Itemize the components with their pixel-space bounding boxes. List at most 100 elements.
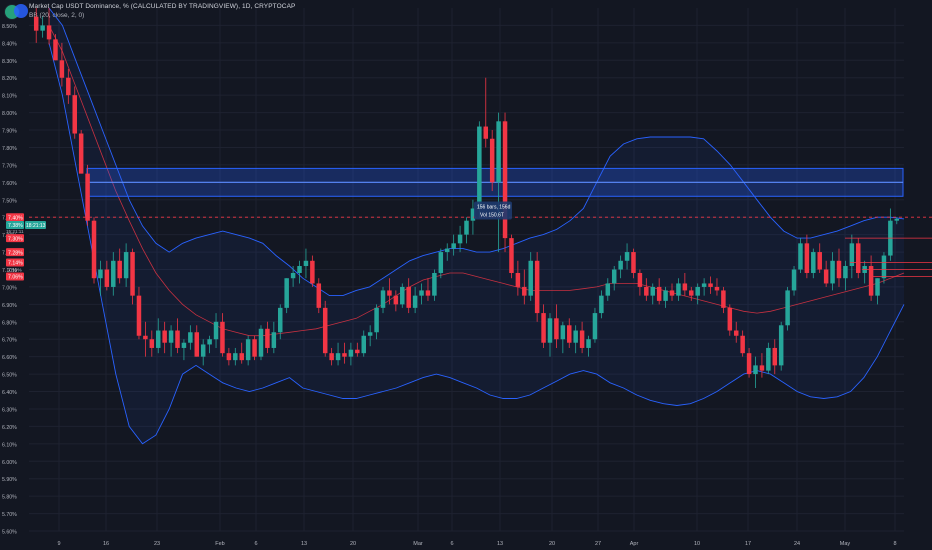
last-price-tag-bg bbox=[6, 221, 24, 230]
candle-body bbox=[342, 353, 347, 357]
candle-body bbox=[541, 313, 546, 343]
x-tick-label: 13 bbox=[497, 541, 503, 547]
candle-body bbox=[637, 272, 643, 287]
candle-body bbox=[836, 260, 842, 279]
basis-line bbox=[48, 25, 905, 337]
candle-body bbox=[759, 365, 765, 371]
y-tick-label: 6.60% bbox=[2, 355, 17, 361]
tooltip-bg bbox=[474, 201, 512, 220]
y-tick-label: 8.30% bbox=[2, 59, 17, 65]
supply-zone bbox=[86, 167, 904, 197]
candle-body bbox=[592, 313, 598, 340]
y-tick-label: 6.70% bbox=[2, 338, 17, 344]
candle-body bbox=[85, 173, 90, 221]
candle-body bbox=[278, 307, 283, 333]
candle-body bbox=[355, 349, 360, 354]
candle-body bbox=[374, 307, 379, 333]
candle-body bbox=[682, 283, 688, 291]
candle-body bbox=[669, 290, 675, 296]
level-tag-6-text: 7.06% bbox=[8, 275, 23, 281]
candle-body bbox=[650, 286, 655, 296]
y-tick-label: 5.80% bbox=[2, 495, 17, 501]
candle-body bbox=[168, 330, 174, 343]
upper-band-line bbox=[48, 7, 905, 297]
candle-body bbox=[387, 290, 392, 296]
y-tick-label: 8.40% bbox=[2, 41, 17, 47]
tooltip-line-1: 156 bars, 156d bbox=[477, 205, 511, 211]
candle-body bbox=[823, 269, 829, 284]
level-tag-3-bg bbox=[6, 248, 24, 257]
x-tick-label: 13 bbox=[301, 541, 307, 547]
candle-body bbox=[464, 220, 469, 235]
x-tick-label: Feb bbox=[215, 541, 224, 547]
candle-body bbox=[554, 318, 559, 340]
candle-body bbox=[605, 283, 611, 296]
candle-body bbox=[322, 307, 328, 354]
candle-body bbox=[258, 328, 264, 357]
candle-body bbox=[329, 353, 334, 361]
candle-body bbox=[265, 328, 270, 348]
lower-band-line bbox=[48, 42, 905, 445]
candle-body bbox=[162, 330, 167, 343]
chart-title[interactable]: Market Cap USDT Dominance, % (CALCULATED… bbox=[29, 3, 296, 10]
y-tick-label: 7.50% bbox=[2, 198, 17, 204]
candle-body bbox=[733, 330, 739, 336]
y-tick-label: 6.00% bbox=[2, 460, 17, 466]
candle-body bbox=[188, 332, 193, 343]
candle-body bbox=[875, 278, 880, 296]
candle-body bbox=[740, 335, 745, 354]
candle-body bbox=[194, 332, 200, 357]
candle-body bbox=[117, 260, 122, 279]
candle-body bbox=[573, 330, 578, 343]
bollinger-bands bbox=[48, 7, 905, 445]
y-axis: 5.60% 5.70% 5.80% 5.90% 6.00% 6.10% 6.20% 6.30%… bbox=[2, 24, 17, 536]
x-tick-label: 8 bbox=[893, 541, 896, 547]
band-fill bbox=[49, 8, 904, 444]
candle-body bbox=[547, 318, 553, 343]
candle-body bbox=[33, 16, 39, 31]
y-tick-label: 7.10% bbox=[2, 268, 17, 274]
candle-body bbox=[438, 252, 444, 273]
candle-body bbox=[515, 272, 521, 287]
level-tag-6-bg bbox=[6, 272, 24, 281]
y-tick-label: 5.90% bbox=[2, 477, 17, 483]
candle-body bbox=[297, 266, 302, 273]
candle-body bbox=[624, 252, 630, 261]
candle-body bbox=[53, 39, 58, 61]
indicator-label[interactable]: BB (20, close, 2, 0) bbox=[29, 12, 85, 19]
x-tick-label: 17 bbox=[745, 541, 751, 547]
candle-body bbox=[123, 252, 129, 279]
sub-last-text: 15:21:11 bbox=[6, 229, 24, 234]
countdown-bg bbox=[25, 221, 46, 230]
candle-body bbox=[239, 353, 244, 361]
x-tick-label: 20 bbox=[549, 541, 555, 547]
candle-body bbox=[406, 286, 411, 308]
candle-body bbox=[444, 248, 450, 253]
candle-body bbox=[753, 365, 758, 375]
candle-body bbox=[271, 332, 277, 348]
x-tick-label: May bbox=[840, 541, 851, 547]
candle-body bbox=[233, 353, 238, 361]
candle-body bbox=[290, 272, 296, 279]
y-tick-label: 5.60% bbox=[2, 530, 17, 536]
candle-body bbox=[220, 321, 225, 354]
candle-body bbox=[560, 325, 566, 340]
candle-body bbox=[509, 238, 514, 273]
x-tick-label: 6 bbox=[450, 541, 453, 547]
candle-body bbox=[778, 325, 784, 366]
countdown-tag: 18:21:13 bbox=[25, 221, 46, 229]
candle-body bbox=[856, 243, 861, 273]
x-tick-label: 20 bbox=[350, 541, 356, 547]
candle-body bbox=[766, 347, 771, 371]
x-tick-label: 23 bbox=[154, 541, 160, 547]
candle-body bbox=[367, 332, 373, 336]
candle-body bbox=[78, 133, 84, 174]
candle-body bbox=[811, 252, 816, 273]
candle-body bbox=[200, 344, 206, 357]
x-tick-label: 6 bbox=[254, 541, 257, 547]
candle-body bbox=[689, 290, 694, 296]
candle-body bbox=[226, 353, 232, 361]
candle-body bbox=[213, 321, 219, 340]
